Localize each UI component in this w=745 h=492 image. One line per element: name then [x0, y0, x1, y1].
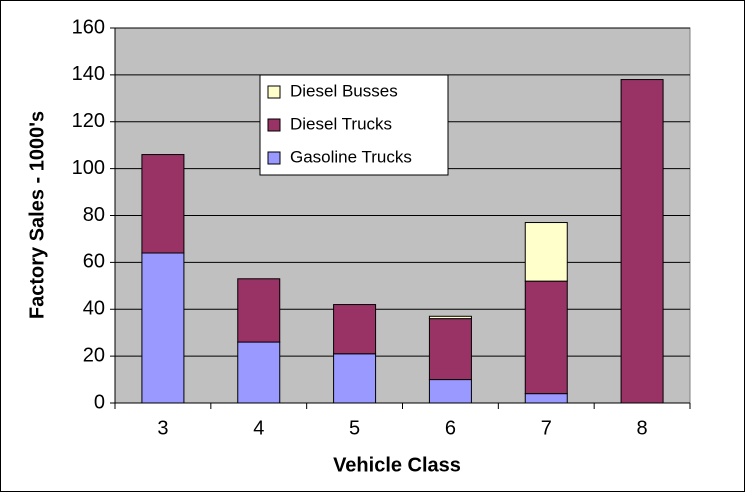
y-tick-label: 120 — [72, 110, 105, 132]
x-tick-label: 6 — [445, 417, 456, 439]
legend-swatch — [267, 85, 281, 99]
x-tick-label: 8 — [637, 417, 648, 439]
bar-segment — [237, 341, 281, 404]
y-tick-label: 100 — [72, 157, 105, 179]
y-tick-label: 60 — [83, 251, 105, 273]
legend-label: Diesel Busses — [290, 81, 398, 100]
y-axis-label: Factory Sales - 1000's — [26, 111, 48, 319]
y-tick-label: 0 — [94, 391, 105, 413]
bar-segment — [428, 318, 472, 381]
y-tick-label: 160 — [72, 16, 105, 38]
bar-segment — [237, 278, 281, 343]
bar-segment — [524, 222, 568, 282]
bar-segment — [141, 154, 185, 254]
x-tick-label: 3 — [157, 417, 168, 439]
bar-segment — [428, 379, 472, 404]
bar-segment — [524, 393, 568, 404]
y-tick-label: 40 — [83, 298, 105, 320]
bar-segment — [333, 353, 377, 404]
bar-segment — [333, 304, 377, 355]
legend-swatch — [267, 118, 281, 132]
bar-segment — [620, 79, 664, 404]
x-tick-label: 5 — [349, 417, 360, 439]
legend-box — [259, 74, 449, 176]
x-tick-label: 7 — [541, 417, 552, 439]
y-tick-label: 140 — [72, 63, 105, 85]
y-tick-label: 20 — [83, 344, 105, 366]
legend-label: Diesel Trucks — [290, 114, 392, 133]
x-tick-label: 4 — [253, 417, 264, 439]
bar-segment — [524, 280, 568, 395]
legend-label: Gasoline Trucks — [290, 147, 412, 166]
bar-segment — [428, 315, 472, 320]
y-tick-label: 80 — [83, 204, 105, 226]
legend-swatch — [267, 151, 281, 165]
bar-segment — [141, 252, 185, 404]
x-axis-label: Vehicle Class — [333, 454, 461, 476]
